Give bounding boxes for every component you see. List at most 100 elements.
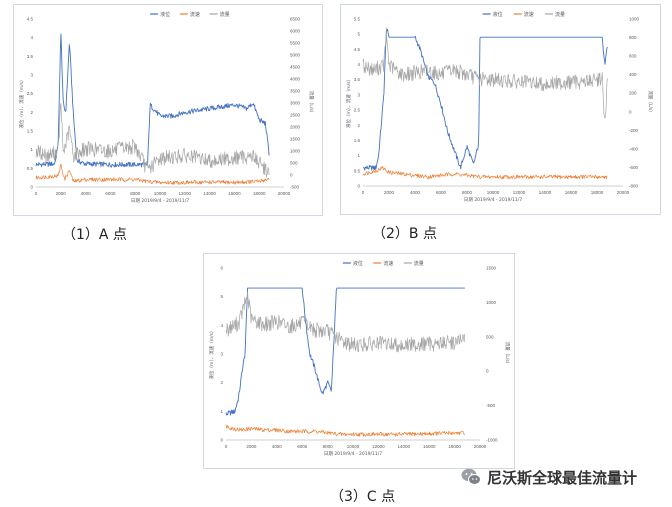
y-right-tick-label: 5000 (290, 53, 301, 58)
series-line-level (225, 287, 465, 416)
y-right-tick-label: 0 (629, 109, 632, 114)
series-line-flow (225, 292, 466, 353)
legend-label: 流量 (555, 11, 565, 18)
series-line-flow (35, 103, 270, 178)
y-right-tick-label: 0 (486, 369, 489, 374)
y-right-tick-label: 600 (629, 54, 637, 59)
x-tick-label: 12000 (179, 191, 192, 196)
y-right-tick-label: 800 (629, 35, 637, 40)
chart-panel-a: 0 2000 4000 6000 8000 10000 12000 14000 16000 180… (13, 4, 323, 216)
y-right-tick-label: 1500 (486, 266, 497, 271)
y-left-tick-label: 4.5 (27, 17, 34, 22)
y-left-tick-label: 2 (357, 123, 360, 128)
series-line-velocity (362, 166, 608, 180)
y-left-tick-label: 2 (30, 110, 33, 115)
x-tick-label: 6000 (105, 191, 116, 196)
y-left-tick-label: 5 (357, 32, 360, 37)
chart-c-svg: 0 2000 4000 6000 8000 10000 12000 14000 16000 180… (208, 260, 511, 457)
x-tick-label: 18000 (448, 444, 461, 449)
y-right-tick-label: -500 (290, 185, 300, 190)
x-tick-label: 6000 (436, 190, 447, 195)
legend-label: 流速 (190, 11, 200, 18)
x-tick-label: 18000 (253, 191, 266, 196)
x-tick-label: 20000 (617, 190, 630, 195)
x-tick-label: 14000 (203, 191, 216, 196)
x-tick-label: 2000 (246, 444, 257, 449)
y-left-axis-title: 液位（m）、流速（m/s） (345, 77, 352, 128)
y-right-tick-label: 1000 (629, 17, 640, 22)
y-right-tick-label: 1500 (290, 137, 301, 142)
y-left-tick-label: 1.5 (354, 138, 361, 143)
y-left-tick-label: 4 (357, 62, 360, 67)
caption-c: （3）C 点 (330, 489, 396, 505)
x-tick-label: 16000 (423, 444, 436, 449)
y-right-axis-title: 流量（L/s） (647, 90, 654, 114)
y-left-tick-label: 3.5 (27, 54, 34, 59)
y-right-tick-label: 5500 (290, 41, 301, 46)
y-right-axis-title: 流量（L/s） (504, 342, 511, 366)
x-tick-label: 12000 (513, 190, 526, 195)
y-right-tick-label: 200 (629, 91, 637, 96)
x-tick-label: 0 (362, 190, 365, 195)
x-tick-label: 2000 (384, 190, 395, 195)
x-tick-label: 4000 (272, 444, 283, 449)
x-tick-label: 10000 (487, 190, 500, 195)
legend-label: 液位 (353, 260, 363, 267)
y-right-tick-label: 1000 (290, 149, 301, 154)
series-line-velocity (225, 424, 465, 437)
x-axis-title: 日期 2019/9/4 - 2019/11/7 (324, 451, 382, 457)
caption-a: （1）A 点 (62, 227, 127, 243)
x-tick-label: 0 (225, 444, 228, 449)
y-right-axis-title: 流量（L/s） (308, 91, 315, 115)
legend-label: 流速 (524, 11, 534, 18)
x-tick-label: 14000 (539, 190, 552, 195)
y-right-tick-label: 500 (290, 161, 298, 166)
x-axis-title: 日期 2019/9/4 - 2019/11/7 (464, 197, 522, 203)
y-left-tick-label: 1 (357, 153, 360, 158)
x-tick-label: 4000 (410, 190, 421, 195)
y-left-tick-label: 0 (220, 438, 223, 443)
y-right-tick-label: -200 (629, 128, 639, 133)
y-right-tick-label: -400 (629, 146, 639, 151)
x-tick-label: 8000 (323, 444, 334, 449)
watermark-text: 尼沃斯全球最佳流量计 (487, 468, 638, 487)
y-right-tick-label: 2500 (290, 113, 301, 118)
y-left-axis-title: 液位（m）、流速（m/s） (18, 78, 25, 129)
x-tick-label: 14000 (398, 444, 411, 449)
x-tick-label: 10000 (347, 444, 360, 449)
y-left-tick-label: 1 (30, 147, 33, 152)
series-line-level (362, 28, 608, 171)
y-left-tick-label: 5 (220, 294, 223, 299)
y-left-tick-label: 3 (220, 352, 223, 357)
y-left-tick-label: 4 (30, 35, 33, 40)
y-right-tick-label: -1000 (486, 438, 498, 443)
chart-panel-c: 0 2000 4000 6000 8000 10000 12000 14000 16000 180… (203, 253, 515, 469)
y-right-tick-label: 4000 (290, 77, 301, 82)
y-left-tick-label: 4.5 (354, 47, 361, 52)
legend-label: 液位 (160, 11, 170, 18)
y-left-tick-label: 3.5 (354, 77, 361, 82)
wechat-icon (461, 468, 481, 485)
y-left-tick-label: 3 (357, 92, 360, 97)
caption-b: （2）B 点 (372, 226, 437, 242)
x-tick-label: 16000 (228, 191, 241, 196)
x-tick-label: 8000 (462, 190, 473, 195)
x-tick-label: 6000 (297, 444, 308, 449)
x-tick-label: 20000 (278, 191, 291, 196)
x-tick-label: 4000 (81, 191, 92, 196)
y-right-tick-label: 6000 (290, 29, 301, 34)
y-right-tick-label: 6500 (290, 17, 301, 22)
y-left-tick-label: 2.5 (354, 108, 361, 113)
y-left-tick-label: 0 (30, 185, 33, 190)
chart-panel-b: 0 2000 4000 6000 8000 10000 12000 14000 16000 180… (340, 4, 661, 215)
y-right-tick-label: -800 (629, 184, 639, 189)
legend-label: 流量 (220, 11, 230, 18)
y-left-tick-label: 2.5 (27, 91, 34, 96)
y-right-tick-label: 2000 (290, 125, 301, 130)
x-tick-label: 16000 (565, 190, 578, 195)
y-right-tick-label: 3000 (290, 101, 301, 106)
y-left-tick-label: 0.5 (354, 168, 361, 173)
chart-b-svg: 0 2000 4000 6000 8000 10000 12000 14000 16000 180… (345, 11, 654, 203)
y-right-tick-label: 1000 (486, 300, 497, 305)
chart-a-svg: 0 2000 4000 6000 8000 10000 12000 14000 16000 180… (18, 11, 315, 204)
